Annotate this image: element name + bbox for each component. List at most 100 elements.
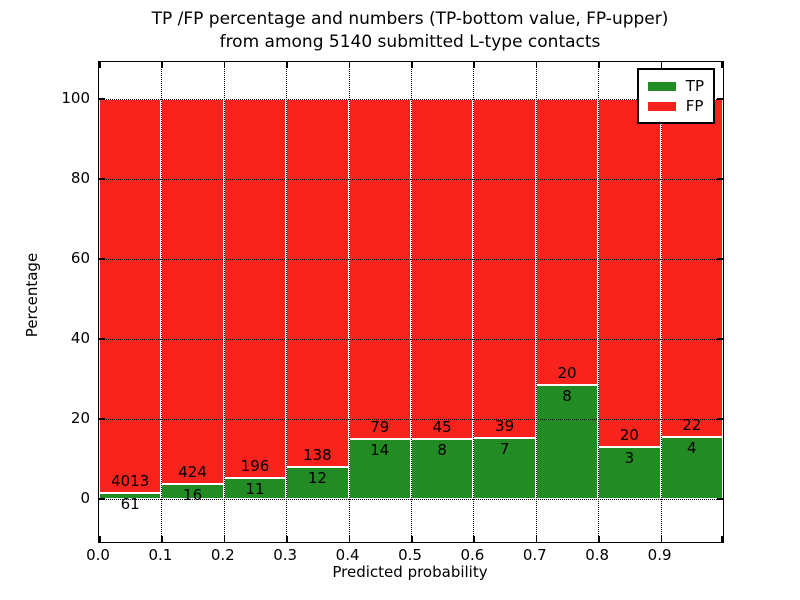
fp-bar-segment [348, 99, 411, 439]
y-tick-mark [717, 178, 723, 180]
y-tick-label: 20 [70, 409, 90, 427]
horizontal-gridline [99, 419, 723, 420]
x-tick-mark [348, 536, 351, 542]
y-tick-mark [99, 418, 105, 420]
fp-bar-segment [411, 99, 474, 439]
chart-title-line2: from among 5140 submitted L-type contact… [219, 32, 601, 52]
x-tick-mark [660, 536, 663, 542]
x-tick-mark [99, 62, 101, 68]
fp-count-label: 39 [495, 417, 515, 436]
x-tick-mark [721, 62, 723, 68]
fp-bar-segment [161, 99, 224, 485]
chart-title: TP /FP percentage and numbers (TP-bottom… [98, 8, 722, 54]
x-tick-mark [598, 62, 600, 68]
x-tick-mark [223, 536, 226, 542]
fp-count-label: 424 [178, 463, 207, 482]
fp-count-label: 4013 [111, 472, 150, 490]
x-tick-mark [721, 536, 723, 542]
tp-count-label: 12 [307, 469, 327, 487]
x-tick-label: 0.2 [210, 546, 235, 564]
tp-bar-segment [660, 437, 723, 499]
tp-swatch-icon [647, 81, 676, 91]
fp-count-label: 138 [303, 446, 332, 464]
horizontal-gridline [99, 259, 723, 260]
fp-count-label: 196 [240, 456, 270, 475]
tp-count-label: 4 [687, 439, 697, 458]
legend-label-tp: TP [685, 77, 704, 95]
y-tick-mark [717, 498, 723, 500]
legend-item-tp: TP [647, 76, 704, 96]
vertical-gridline [286, 62, 288, 542]
tp-count-label: 8 [562, 386, 572, 405]
vertical-gridline [161, 62, 163, 542]
x-tick-mark [411, 536, 413, 542]
fp-count-label: 20 [619, 425, 639, 444]
x-tick-mark [535, 62, 538, 68]
vertical-gridline [598, 62, 600, 542]
fp-swatch-icon [647, 101, 676, 111]
legend-label-fp: FP [685, 97, 704, 115]
x-tick-label: 0.7 [522, 546, 547, 564]
y-tick-label: 60 [70, 249, 90, 267]
y-tick-label: 100 [61, 89, 90, 107]
x-tick-label: 0.0 [86, 546, 110, 564]
x-tick-mark [473, 62, 475, 68]
legend-item-fp: FP [647, 96, 704, 116]
fp-count-label: 20 [557, 363, 577, 382]
tp-bar-segment [286, 467, 349, 499]
y-tick-label: 40 [70, 329, 90, 347]
fp-count-label: 45 [432, 417, 452, 436]
fp-bar-segment [223, 99, 287, 478]
fp-count-label: 22 [682, 416, 702, 435]
tp-count-label: 8 [437, 440, 447, 459]
fp-bar-segment [535, 99, 599, 385]
tp-count-label: 3 [624, 448, 635, 467]
fp-count-label: 79 [370, 417, 390, 436]
y-tick-mark [99, 178, 105, 180]
vertical-gridline [411, 62, 412, 542]
tp-count-label: 7 [499, 440, 510, 459]
horizontal-gridline [99, 499, 723, 500]
x-tick-mark [99, 536, 101, 542]
vertical-gridline [660, 62, 662, 542]
fp-bar-segment [660, 99, 723, 438]
x-tick-mark [161, 62, 163, 68]
x-tick-mark [286, 62, 288, 68]
y-tick-label: 80 [70, 169, 90, 187]
y-tick-mark [717, 338, 723, 340]
y-tick-mark [717, 258, 723, 260]
x-tick-mark [223, 62, 226, 68]
y-tick-mark [99, 258, 105, 260]
y-tick-mark [99, 498, 105, 500]
tp-count-label: 16 [183, 486, 203, 505]
x-tick-mark [598, 536, 600, 542]
x-tick-mark [161, 536, 163, 542]
fp-bar-segment [473, 99, 536, 439]
legend: TP FP [636, 68, 715, 124]
horizontal-gridline [99, 179, 723, 180]
x-tick-mark [660, 62, 663, 68]
horizontal-gridline [99, 339, 723, 340]
y-axis-label: Percentage [23, 252, 41, 338]
x-tick-label: 0.5 [398, 546, 422, 564]
vertical-gridline [223, 62, 225, 542]
x-tick-mark [535, 536, 538, 542]
tp-bar-segment [535, 384, 599, 499]
x-tick-label: 0.8 [585, 546, 610, 564]
y-tick-label: 0 [80, 489, 90, 507]
tp-count-label: 61 [120, 495, 140, 513]
plot-area: 4013 61 424 16 196 11 138 12 79 14 45 8 39 7 20 8 20 3 22 4… [98, 61, 724, 543]
chart-title-line1: TP /FP percentage and numbers (TP-bottom… [151, 9, 669, 29]
vertical-gridline [348, 62, 350, 542]
vertical-gridline [535, 62, 537, 542]
x-axis-label: Predicted probability [332, 563, 488, 581]
y-tick-mark [717, 98, 723, 100]
tp-bar-segment [473, 438, 536, 499]
fp-bar-segment [598, 99, 661, 447]
horizontal-gridline [99, 99, 723, 100]
x-tick-label: 0.4 [335, 546, 360, 564]
y-tick-mark [99, 98, 105, 100]
tp-count-label: 14 [370, 440, 390, 459]
y-tick-mark [717, 418, 723, 420]
